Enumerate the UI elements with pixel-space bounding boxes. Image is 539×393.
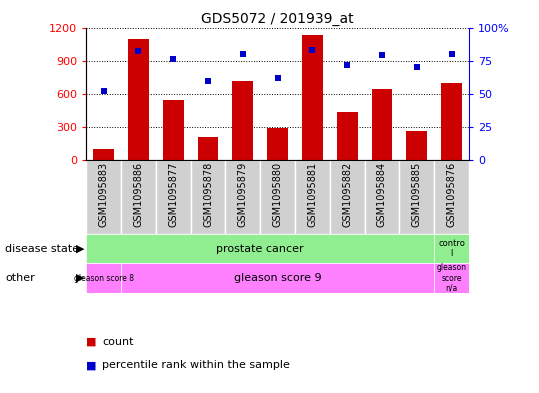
Point [134,48,143,55]
Text: ■: ■ [86,360,96,371]
Text: GSM1095877: GSM1095877 [168,162,178,227]
Bar [441,83,462,160]
Text: gleason
score
n/a: gleason score n/a [437,263,467,293]
Bar [121,263,434,293]
Text: percentile rank within the sample: percentile rank within the sample [102,360,291,371]
Bar [260,160,295,234]
Text: gleason score 8: gleason score 8 [74,274,134,283]
Bar [128,39,149,160]
Bar [86,160,121,234]
Bar [198,137,218,160]
Text: GSM1095878: GSM1095878 [203,162,213,227]
Bar [434,234,469,263]
Point [238,51,247,57]
Bar [191,160,225,234]
Text: ▶: ▶ [75,244,84,253]
Text: GSM1095883: GSM1095883 [99,162,109,227]
Bar [267,128,288,160]
Text: GSM1095882: GSM1095882 [342,162,352,227]
Point [169,56,177,62]
Text: GSM1095884: GSM1095884 [377,162,387,227]
Bar [225,160,260,234]
Text: GSM1095880: GSM1095880 [273,162,282,227]
Bar [163,101,184,160]
Title: GDS5072 / 201939_at: GDS5072 / 201939_at [201,13,354,26]
Text: GSM1095879: GSM1095879 [238,162,248,227]
Text: GSM1095886: GSM1095886 [134,162,143,227]
Point [378,52,386,59]
Bar [434,160,469,234]
Bar [156,160,191,234]
Point [99,88,108,94]
Text: GSM1095881: GSM1095881 [307,162,317,227]
Point [308,47,317,53]
Text: GSM1095876: GSM1095876 [446,162,457,227]
Point [447,51,456,57]
Text: count: count [102,337,134,347]
Bar [406,131,427,160]
Text: ■: ■ [86,337,96,347]
Bar [295,160,330,234]
Bar [434,263,469,293]
Text: GSM1095885: GSM1095885 [412,162,421,227]
Point [204,77,212,84]
Text: disease state: disease state [5,244,80,253]
Bar [86,263,121,293]
Bar [399,160,434,234]
Text: other: other [5,273,35,283]
Bar [364,160,399,234]
Point [343,61,351,68]
Text: ▶: ▶ [75,273,84,283]
Bar [371,89,392,160]
Bar [337,112,357,160]
Point [273,75,282,81]
Bar [232,81,253,160]
Text: contro
l: contro l [438,239,465,258]
Text: prostate cancer: prostate cancer [216,244,304,253]
Bar [121,160,156,234]
Point [412,64,421,70]
Bar [93,149,114,160]
Text: gleason score 9: gleason score 9 [234,273,321,283]
Bar [302,35,323,160]
Bar [330,160,364,234]
